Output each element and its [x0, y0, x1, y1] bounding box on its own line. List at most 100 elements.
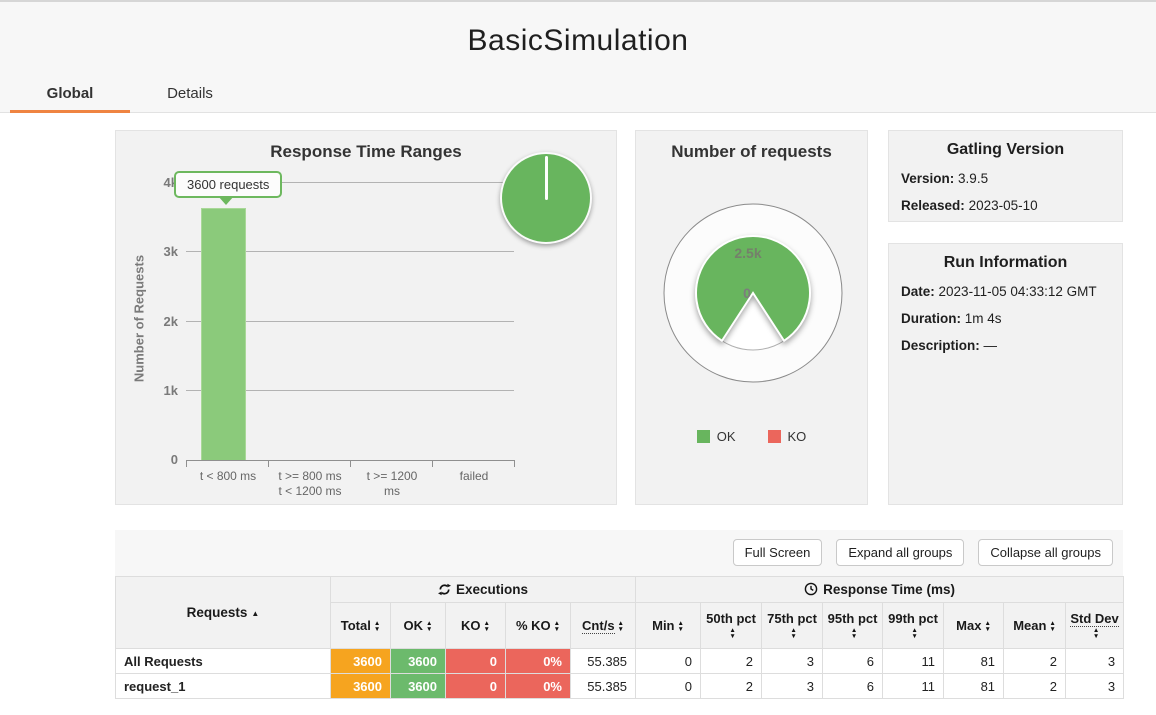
x-category-line: t < 800 ms [199, 469, 257, 483]
column-header-99th-pct[interactable]: 99th pct ▲ ▼ [882, 602, 945, 649]
table-row-all-requests: All Requests 3600 3600 0 0% 55.385 0 2 3… [115, 648, 1125, 674]
full-screen-button[interactable]: Full Screen [732, 539, 823, 566]
y-tick-label: 4k [163, 175, 178, 190]
sort-asc-icon: ▲ [251, 609, 260, 618]
page-title: BasicSimulation [467, 24, 689, 57]
column-label: 50th pct [706, 610, 756, 626]
bar-t-lt-800ms[interactable] [201, 208, 246, 460]
collapse-all-groups-button[interactable]: Collapse all groups [978, 539, 1113, 566]
column-header-75th-pct[interactable]: 75th pct ▲ ▼ [761, 602, 824, 649]
y-tick-label: 1k [163, 383, 178, 398]
legend-item-ko[interactable]: KO [767, 429, 807, 444]
column-label: KO [461, 618, 481, 633]
column-label: % KO [515, 618, 551, 633]
column-label: Cnt/s [582, 618, 615, 634]
sort-icon: ▲ ▼ [984, 619, 991, 633]
requests-column-header[interactable]: Requests ▲ [115, 576, 331, 649]
table-row-request-1: request_1 3600 3600 0 0% 55.385 0 2 3 6 … [115, 673, 1125, 699]
column-header-pct-ko[interactable]: % KO ▲ ▼ [505, 602, 571, 649]
tooltip-arrow [218, 196, 234, 205]
pct-ko-badge: 0% [505, 673, 571, 699]
column-header-ok[interactable]: OK ▲ ▼ [390, 602, 446, 649]
sort-icon: ▲ ▼ [1092, 627, 1100, 641]
column-label: 75th pct [767, 610, 817, 626]
sort-icon: ▲ ▼ [553, 619, 561, 633]
column-header-ko[interactable]: KO ▲ ▼ [445, 602, 506, 649]
x-tick [432, 460, 433, 467]
x-tick [186, 460, 187, 467]
p99-cell: 11 [882, 673, 945, 699]
bar-tooltip-text: 3600 requests [187, 177, 270, 192]
gridline [186, 251, 514, 252]
ok-badge: 3600 [390, 673, 446, 699]
response-time-group-label: Response Time (ms) [823, 582, 955, 597]
y-tick-label: 3k [163, 244, 178, 259]
ko-badge: 0 [445, 673, 506, 699]
legend-item-ok[interactable]: OK [696, 429, 736, 444]
requests-polar-chart[interactable]: 2.5k 0 [636, 171, 869, 431]
description-value: — [983, 338, 998, 353]
x-category-line: ms [384, 484, 400, 498]
sort-icon: ▲ ▼ [677, 619, 684, 633]
sort-icon: ▲ ▼ [483, 619, 490, 633]
column-label: Min [652, 618, 675, 633]
y-tick-label: 2k [163, 314, 178, 329]
column-label: 99th pct [888, 610, 938, 626]
column-header-total[interactable]: Total ▲ ▼ [330, 602, 391, 649]
ok-badge: 3600 [390, 648, 446, 674]
p99-cell: 11 [882, 648, 945, 674]
number-of-requests-title: Number of requests [671, 142, 832, 161]
duration-label: Duration: [901, 311, 961, 326]
min-cell: 0 [635, 648, 702, 674]
sort-icon: ▲ ▼ [617, 619, 624, 633]
legend-label-ko: KO [787, 429, 807, 444]
ko-badge: 0 [445, 648, 506, 674]
released-line: Released: 2023-05-10 [889, 198, 1122, 213]
column-header-std-dev[interactable]: Std Dev ▲ ▼ [1065, 602, 1125, 649]
legend: OK KO [636, 429, 867, 444]
tab-global[interactable]: Global [10, 76, 130, 113]
statistics-section: Full Screen Expand all groups Collapse a… [115, 530, 1125, 699]
cnt-s-cell: 55.385 [569, 673, 637, 699]
sync-icon [438, 583, 451, 596]
column-header-50th-pct[interactable]: 50th pct ▲ ▼ [700, 602, 763, 649]
run-information-panel: Run Information Date: 2023-11-05 04:33:1… [888, 243, 1123, 505]
duration-value: 1m 4s [964, 311, 1002, 326]
total-badge: 3600 [330, 648, 391, 674]
radial-label-outer: 2.5k [734, 245, 761, 261]
expand-all-groups-button[interactable]: Expand all groups [836, 539, 965, 566]
response-time-group-header: Response Time (ms) [635, 576, 1125, 603]
duration-line: Duration: 1m 4s [889, 311, 1122, 326]
cnt-s-cell: 55.385 [569, 648, 637, 674]
tab-details[interactable]: Details [167, 85, 213, 102]
x-category-line: t < 1200 ms [278, 484, 342, 498]
p95-cell: 6 [822, 648, 884, 674]
x-category-label: t < 800 ms [183, 469, 273, 484]
column-header-min[interactable]: Min ▲ ▼ [635, 602, 702, 649]
column-header-mean[interactable]: Mean ▲ ▼ [1003, 602, 1067, 649]
max-cell: 81 [943, 648, 1005, 674]
sort-icon: ▲ ▼ [373, 619, 381, 633]
column-label: Total [340, 618, 371, 633]
clock-icon [804, 582, 818, 596]
description-line: Description: — [889, 338, 1122, 353]
p95-cell: 6 [822, 673, 884, 699]
description-label: Description: [901, 338, 980, 353]
x-category-label: failed [429, 469, 519, 484]
released-label: Released: [901, 198, 965, 213]
min-cell: 0 [635, 673, 702, 699]
std-dev-cell: 3 [1065, 673, 1125, 699]
request-name-cell[interactable]: All Requests [115, 648, 331, 674]
response-time-pie[interactable] [500, 152, 592, 244]
ok-wedge[interactable] [695, 235, 811, 343]
column-header-95th-pct[interactable]: 95th pct ▲ ▼ [822, 602, 884, 649]
column-header-cnt-s[interactable]: Cnt/s ▲ ▼ [569, 602, 637, 649]
sort-icon: ▲ ▼ [1049, 619, 1056, 633]
bar-tooltip: 3600 requests [174, 171, 283, 205]
response-time-ranges-title: Response Time Ranges [270, 142, 462, 161]
request-name-cell[interactable]: request_1 [115, 673, 331, 699]
column-header-max[interactable]: Max ▲ ▼ [943, 602, 1005, 649]
pct-ko-badge: 0% [505, 648, 571, 674]
sort-icon: ▲ ▼ [790, 627, 797, 641]
date-line: Date: 2023-11-05 04:33:12 GMT [889, 284, 1122, 299]
